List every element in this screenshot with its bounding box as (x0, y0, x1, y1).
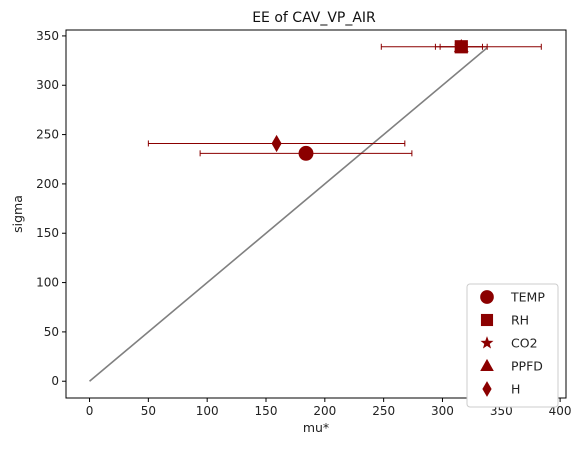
x-tick-label: 100 (196, 404, 219, 418)
y-tick-label: 50 (44, 325, 59, 339)
y-tick-label: 300 (36, 78, 59, 92)
legend-label-co2: CO2 (511, 336, 538, 351)
y-tick-label: 0 (51, 374, 59, 388)
x-tick-label: 200 (313, 404, 336, 418)
legend-marker-h (482, 381, 492, 397)
x-tick-label: 300 (431, 404, 454, 418)
plot-area (89, 38, 542, 382)
y-tick-label: 200 (36, 177, 59, 191)
point-h (271, 134, 282, 153)
point-ppfd (453, 38, 469, 53)
legend-label-temp: TEMP (510, 290, 545, 305)
x-tick-label: 0 (86, 404, 94, 418)
legend-marker-rh (480, 313, 494, 327)
legend-marker-ppfd (480, 358, 494, 371)
y-tick-label: 250 (36, 128, 59, 142)
legend-label-ppfd: PPFD (511, 359, 543, 374)
plot-frame (65, 29, 567, 399)
chart-title: EE of CAV_VP_AIR (252, 10, 376, 26)
legend-label-rh: RH (511, 313, 529, 328)
y-tick-label: 150 (36, 226, 59, 240)
x-tick-label: 50 (141, 404, 156, 418)
reference-line (89, 47, 488, 382)
x-tick-label: 250 (372, 404, 395, 418)
x-tick-label: 150 (255, 404, 278, 418)
legend: TEMP RH CO2 PPFD H (466, 283, 559, 408)
legend-marker-co2 (480, 336, 494, 349)
legend-label-h: H (511, 382, 520, 397)
y-tick-label: 350 (36, 29, 59, 43)
y-tick-label: 100 (36, 276, 59, 290)
y-axis-label: sigma (10, 195, 25, 233)
point-temp (298, 145, 314, 161)
axis-ticks: 0 50 100 150 200 250 300 350 4000501001502002503… (36, 29, 571, 418)
legend-marker-temp (480, 290, 494, 304)
x-axis-label: mu* (303, 420, 329, 435)
